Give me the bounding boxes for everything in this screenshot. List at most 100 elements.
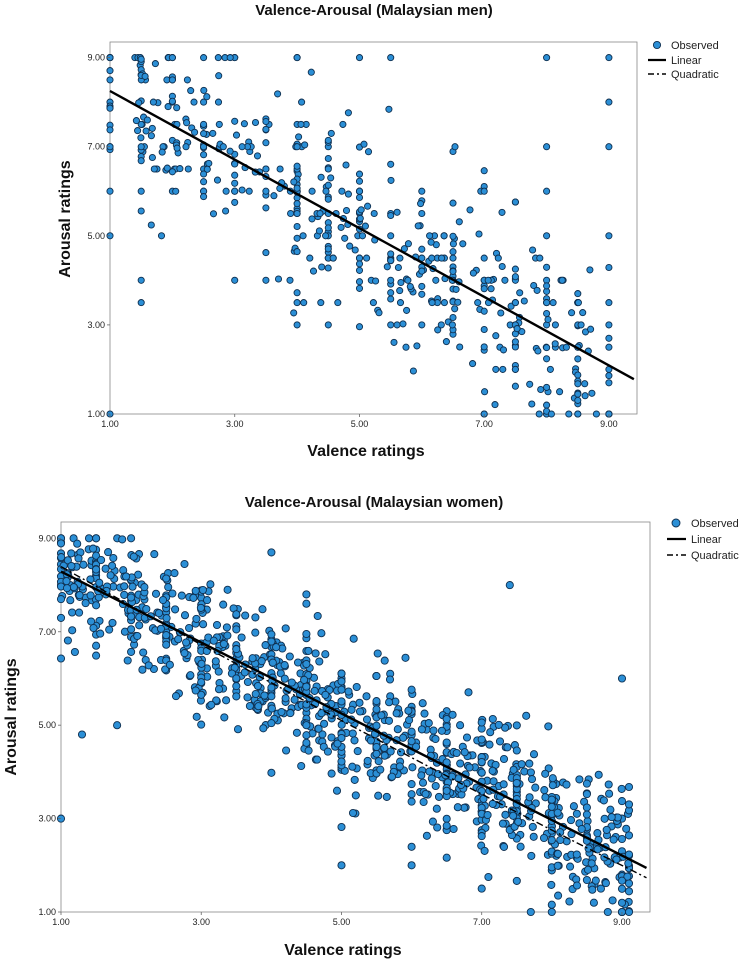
data-point xyxy=(207,700,216,709)
data-point xyxy=(68,608,77,617)
data-point xyxy=(607,813,616,822)
x-tick-label: 5.00 xyxy=(333,917,351,927)
data-point xyxy=(355,266,364,274)
data-point xyxy=(544,722,553,731)
data-point xyxy=(543,263,551,271)
data-point xyxy=(351,246,359,254)
data-point xyxy=(583,865,593,874)
data-point xyxy=(180,559,189,569)
data-point xyxy=(528,822,537,831)
x-axis-ticks: 1.00 3.00 5.00 7.00 9.00 xyxy=(101,414,618,429)
data-point xyxy=(526,907,535,917)
data-point xyxy=(180,611,190,620)
data-point xyxy=(556,388,564,396)
data-point xyxy=(337,685,346,694)
data-point xyxy=(300,675,309,684)
data-point xyxy=(480,254,488,262)
data-point xyxy=(287,678,296,687)
data-point xyxy=(338,187,346,195)
data-point xyxy=(605,263,613,272)
data-point xyxy=(511,365,519,373)
data-point xyxy=(200,151,208,159)
data-point xyxy=(254,702,263,711)
data-point xyxy=(109,553,118,563)
data-point xyxy=(417,725,426,734)
data-point xyxy=(213,176,222,184)
data-point xyxy=(407,737,416,746)
data-point xyxy=(480,167,488,175)
data-point xyxy=(387,211,395,220)
data-point xyxy=(547,900,556,909)
legend-label-quadratic: Quadratic xyxy=(671,69,719,81)
data-point xyxy=(192,712,201,721)
data-point xyxy=(449,199,457,207)
data-point xyxy=(372,705,381,714)
data-point xyxy=(324,195,332,203)
x-tick-label: 1.00 xyxy=(101,419,119,429)
data-point xyxy=(548,774,557,783)
data-point xyxy=(135,621,144,630)
data-point xyxy=(222,187,230,195)
data-point xyxy=(162,614,171,623)
data-point xyxy=(238,186,246,194)
data-point xyxy=(306,254,314,262)
data-point xyxy=(577,824,586,834)
data-point xyxy=(363,254,371,262)
data-point xyxy=(543,355,551,363)
data-point xyxy=(407,727,416,736)
data-point xyxy=(355,193,364,202)
data-point xyxy=(277,707,286,717)
data-point xyxy=(350,736,359,745)
data-point xyxy=(434,770,443,779)
y-tick-label: 1.00 xyxy=(38,907,56,917)
data-point xyxy=(543,282,551,290)
data-point xyxy=(407,842,416,851)
data-point xyxy=(332,786,342,795)
data-point xyxy=(428,817,437,826)
data-point xyxy=(427,238,435,246)
data-point xyxy=(262,125,270,133)
data-point xyxy=(127,625,136,634)
data-point xyxy=(617,898,627,907)
data-point xyxy=(586,266,594,274)
data-point xyxy=(369,299,377,307)
data-point xyxy=(448,321,456,329)
data-point xyxy=(487,285,495,293)
data-point xyxy=(451,143,459,151)
data-point xyxy=(67,549,76,558)
chart-title: Valence-Arousal (Malaysian men) xyxy=(255,2,493,19)
data-point xyxy=(387,176,395,184)
data-point xyxy=(438,254,446,262)
data-point xyxy=(499,365,507,373)
data-point xyxy=(333,739,342,748)
data-point xyxy=(320,719,329,728)
data-point xyxy=(582,810,591,819)
data-point xyxy=(396,254,404,262)
data-point xyxy=(127,647,136,656)
data-point xyxy=(554,891,563,900)
data-point xyxy=(606,805,615,814)
data-point xyxy=(137,143,145,151)
data-point xyxy=(162,574,171,583)
data-point xyxy=(185,623,194,633)
data-point xyxy=(449,232,457,240)
data-point xyxy=(546,365,554,373)
data-point xyxy=(302,659,311,669)
data-point xyxy=(442,338,450,346)
data-point xyxy=(318,263,326,271)
data-point xyxy=(317,629,326,638)
data-point xyxy=(604,780,613,789)
data-point xyxy=(307,68,315,76)
data-point xyxy=(594,770,603,779)
legend: Observed Linear Quadratic xyxy=(667,518,739,562)
data-point xyxy=(309,267,318,275)
data-point xyxy=(253,152,262,160)
data-point xyxy=(231,187,239,195)
data-point xyxy=(387,276,395,284)
data-point xyxy=(623,872,632,881)
data-point xyxy=(137,207,145,215)
data-point xyxy=(133,631,142,641)
data-point xyxy=(177,591,186,600)
data-point xyxy=(547,907,556,917)
data-point xyxy=(537,385,545,394)
